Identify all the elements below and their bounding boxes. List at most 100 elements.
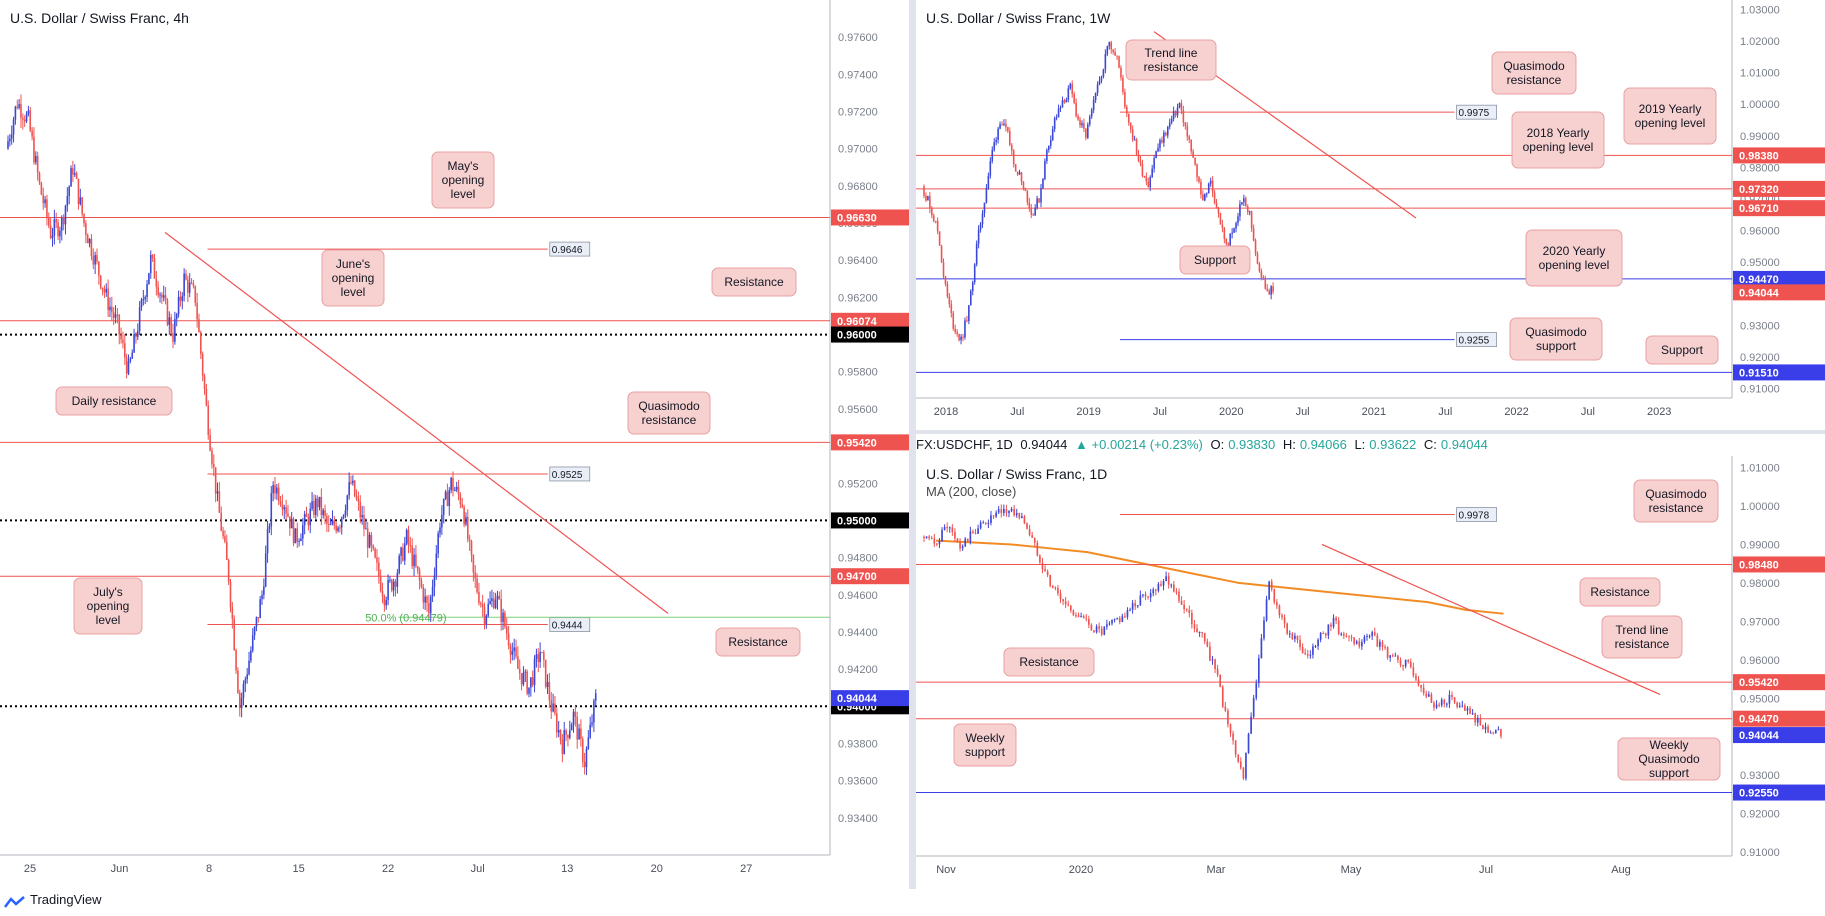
chart-panel-4h[interactable]: 0.97600 0.97400 0.97200 0.97000 0.96800 0.966…: [0, 0, 909, 889]
chart-4h-svg[interactable]: 0.97600 0.97400 0.97200 0.97000 0.96800 0.966…: [0, 0, 909, 889]
candle-body: [370, 534, 373, 546]
candle-body: [166, 300, 169, 325]
y-tick-label: 0.97400: [838, 69, 878, 81]
candle-body: [1266, 288, 1269, 291]
candle-body: [550, 700, 553, 712]
candle-body: [1255, 683, 1258, 699]
candle-body: [1126, 106, 1128, 114]
candle-body: [168, 317, 171, 325]
panel-divider-vertical[interactable]: [909, 0, 916, 889]
candle-body: [1245, 752, 1247, 779]
candle-body: [1233, 228, 1235, 233]
candle-body: [522, 672, 525, 685]
candle-body: [531, 677, 534, 686]
candle-body: [535, 654, 538, 659]
candle-body: [157, 286, 159, 296]
candle-body: [1399, 660, 1402, 665]
candle-body: [960, 336, 962, 341]
candle-body: [1440, 699, 1443, 706]
candle-body: [424, 596, 426, 603]
footer-brand[interactable]: TradingView: [30, 892, 102, 907]
open-value: 0.93830: [1228, 437, 1276, 452]
chart-daily-svg[interactable]: 1.01000 1.00000 0.99000 0.98000 0.97000 0.960…: [916, 456, 1825, 889]
candle-body: [1040, 188, 1042, 203]
candle-body: [1213, 192, 1216, 204]
candle-body: [946, 527, 949, 529]
candle-body: [146, 284, 148, 297]
candle-body: [1092, 100, 1095, 110]
candle-body: [407, 530, 410, 546]
candle-body: [25, 114, 28, 122]
candle-body: [1108, 42, 1111, 47]
price-axis-badge-label: 0.95420: [837, 437, 877, 449]
symbol-name[interactable]: FX:USDCHF, 1D: [916, 437, 1013, 452]
candle-body: [556, 713, 558, 733]
level-label: 0.9975: [1459, 108, 1490, 119]
candle-body: [1124, 92, 1126, 107]
y-tick-label: 0.93000: [1740, 320, 1780, 332]
candle-body: [1131, 129, 1134, 140]
chart-weekly-svg[interactable]: 1.03000 1.02000 1.01000 1.00000 0.99000 0.980…: [916, 0, 1825, 430]
candle-body: [409, 545, 412, 547]
callout-label: Resistance: [1590, 585, 1650, 599]
candle-body: [1348, 635, 1350, 637]
callout-label: Resistance: [728, 635, 788, 649]
low-label: L:: [1354, 437, 1366, 452]
candle-body: [233, 618, 235, 651]
tradingview-logo-icon[interactable]: [4, 894, 26, 908]
candle-body: [1185, 609, 1188, 611]
candle-body: [1458, 705, 1461, 707]
level-label-box: [1456, 507, 1497, 522]
candle-body: [1165, 576, 1167, 582]
y-tick-label: 0.93400: [838, 813, 878, 825]
candle-body: [554, 703, 556, 714]
y-tick-label: 0.97000: [838, 144, 878, 156]
candle-body: [229, 581, 232, 608]
panel-divider-horizontal[interactable]: [916, 430, 1825, 434]
candle-body: [270, 493, 273, 527]
chart-title-daily: U.S. Dollar / Swiss Franc, 1D: [926, 466, 1108, 482]
candle-body: [1160, 584, 1162, 586]
candle-body: [161, 294, 163, 298]
callout-box: [1511, 111, 1605, 169]
candle-body: [1013, 508, 1015, 516]
candle-body: [118, 314, 121, 335]
candle-body: [372, 545, 375, 549]
candle-body: [1379, 641, 1381, 647]
candle-body: [1079, 119, 1081, 126]
candle-body: [170, 317, 172, 334]
candle-body: [1272, 286, 1274, 292]
candle-body: [1487, 726, 1489, 733]
low-value: 0.93622: [1369, 437, 1417, 452]
candle-body: [1080, 616, 1082, 618]
candle-body: [1196, 164, 1198, 178]
candle-body: [1281, 615, 1283, 618]
candle-body: [1167, 576, 1170, 585]
candle-body: [1106, 624, 1108, 627]
candle-body: [923, 536, 925, 539]
candle-body: [1129, 609, 1131, 611]
candle-body: [1309, 654, 1312, 656]
candle-body: [1057, 108, 1060, 118]
candle-body: [1178, 591, 1180, 601]
candle-body: [591, 722, 593, 725]
candle-body: [81, 197, 83, 214]
candle-body: [416, 566, 419, 571]
level-label-box: [549, 466, 591, 482]
candle-body: [1234, 740, 1237, 755]
candle-body: [162, 295, 165, 298]
candle-body: [279, 501, 282, 505]
chart-panel-daily[interactable]: 1.01000 1.00000 0.99000 0.98000 0.97000 0.960…: [916, 456, 1825, 889]
candle-body: [1248, 211, 1251, 213]
candle-body: [1059, 593, 1062, 600]
candle-body: [1031, 535, 1034, 538]
candle-body: [1258, 263, 1261, 272]
y-tick-label: 0.91000: [1740, 384, 1780, 396]
candle-body: [467, 516, 469, 540]
candle-body: [972, 531, 974, 534]
chart-panel-weekly[interactable]: 1.03000 1.02000 1.01000 1.00000 0.99000 0.980…: [916, 0, 1825, 430]
candle-body: [181, 296, 184, 301]
candle-body: [1443, 699, 1446, 704]
candle-body: [1252, 228, 1255, 241]
candle-body: [1012, 150, 1015, 165]
